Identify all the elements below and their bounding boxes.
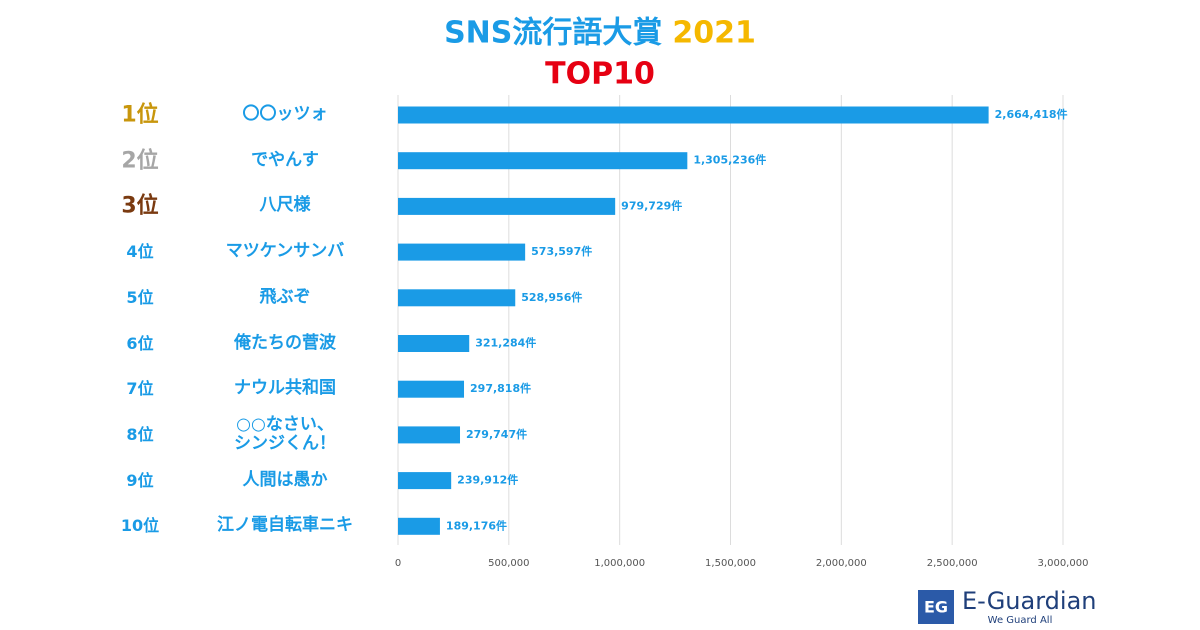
- value-label: 2,664,418件: [995, 107, 1068, 121]
- category-label: マツケンサンバ: [225, 241, 345, 262]
- bar: [398, 426, 461, 444]
- category-label: 八尺様: [259, 195, 311, 216]
- rank-label: 2位: [121, 148, 159, 174]
- value-label: 573,597件: [531, 244, 592, 258]
- category-label: ○○なさい、 シンジくん！: [234, 414, 336, 454]
- chart-title: SNS流行語大賞: [444, 16, 662, 51]
- bar: [398, 289, 516, 307]
- rank-label: 1位: [121, 102, 159, 128]
- x-tick-label: 0: [395, 558, 401, 569]
- value-label: 239,912件: [457, 473, 518, 487]
- rank-label: 8位: [126, 424, 154, 444]
- rank-label: 9位: [126, 470, 154, 490]
- logo-name: E-Guardian: [962, 587, 1096, 615]
- x-tick-label: 1,000,000: [594, 558, 645, 569]
- bar: [398, 472, 452, 490]
- rank-label: 3位: [121, 193, 159, 219]
- bar: [398, 106, 989, 124]
- x-tick-label: 2,500,000: [927, 558, 978, 569]
- logo-tagline: We Guard All: [988, 615, 1053, 626]
- value-label: 297,818件: [470, 381, 531, 395]
- chart-subtitle: TOP10: [545, 57, 655, 92]
- x-tick-label: 1,500,000: [705, 558, 756, 569]
- bar: [398, 517, 440, 535]
- bar: [398, 197, 616, 215]
- rank-label: 5位: [126, 287, 154, 307]
- category-label: 飛ぶぞ: [259, 287, 311, 308]
- chart-title-year: 2021: [672, 16, 756, 51]
- category-label: 江ノ電自転車ニキ: [217, 515, 353, 536]
- category-label: 人間は愚か: [242, 469, 328, 490]
- x-tick-label: 2,000,000: [816, 558, 867, 569]
- value-label: 1,305,236件: [693, 153, 766, 167]
- rank-label: 4位: [126, 241, 154, 261]
- logo-icon: [918, 590, 954, 624]
- value-label: 279,747件: [466, 427, 527, 441]
- bar: [398, 243, 526, 261]
- value-label: 528,956件: [521, 290, 582, 304]
- logo-icon-text: EG: [924, 598, 948, 617]
- bar: [398, 380, 465, 398]
- category-label: 俺たちの菅波: [234, 332, 336, 353]
- bar: [398, 335, 470, 352]
- value-label: 321,284件: [475, 336, 536, 350]
- value-label: 979,729件: [621, 198, 682, 212]
- x-tick-label: 500,000: [488, 558, 529, 569]
- bar: [398, 152, 688, 170]
- category-label: 〇〇ッツォ: [242, 104, 328, 125]
- category-label: でやんす: [251, 149, 319, 170]
- value-label: 189,176件: [446, 518, 507, 532]
- category-label: ナウル共和国: [234, 378, 336, 399]
- rank-label: 6位: [126, 333, 154, 353]
- x-tick-label: 3,000,000: [1038, 558, 1089, 569]
- rank-label: 7位: [126, 378, 154, 398]
- rank-label: 10位: [120, 516, 160, 536]
